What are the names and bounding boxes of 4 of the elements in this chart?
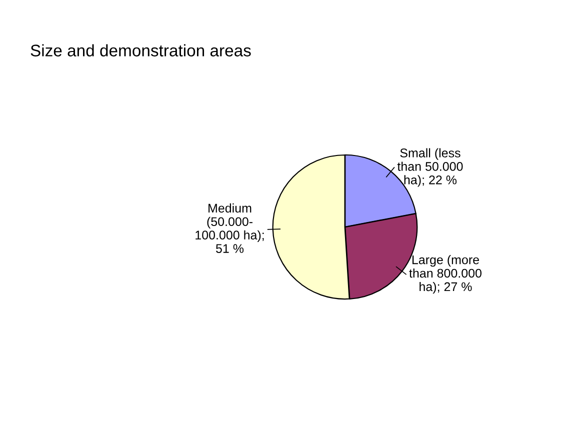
slice-label: Medium (50.000- 100.000 ha); 51 % bbox=[196, 203, 264, 253]
slice-label: Large (more than 800.000 ha); 27 % bbox=[409, 255, 482, 294]
slice-label: Small (less than 50.000 ha); 22 % bbox=[397, 148, 463, 187]
chart-title: Size and demonstration areas bbox=[30, 44, 251, 56]
